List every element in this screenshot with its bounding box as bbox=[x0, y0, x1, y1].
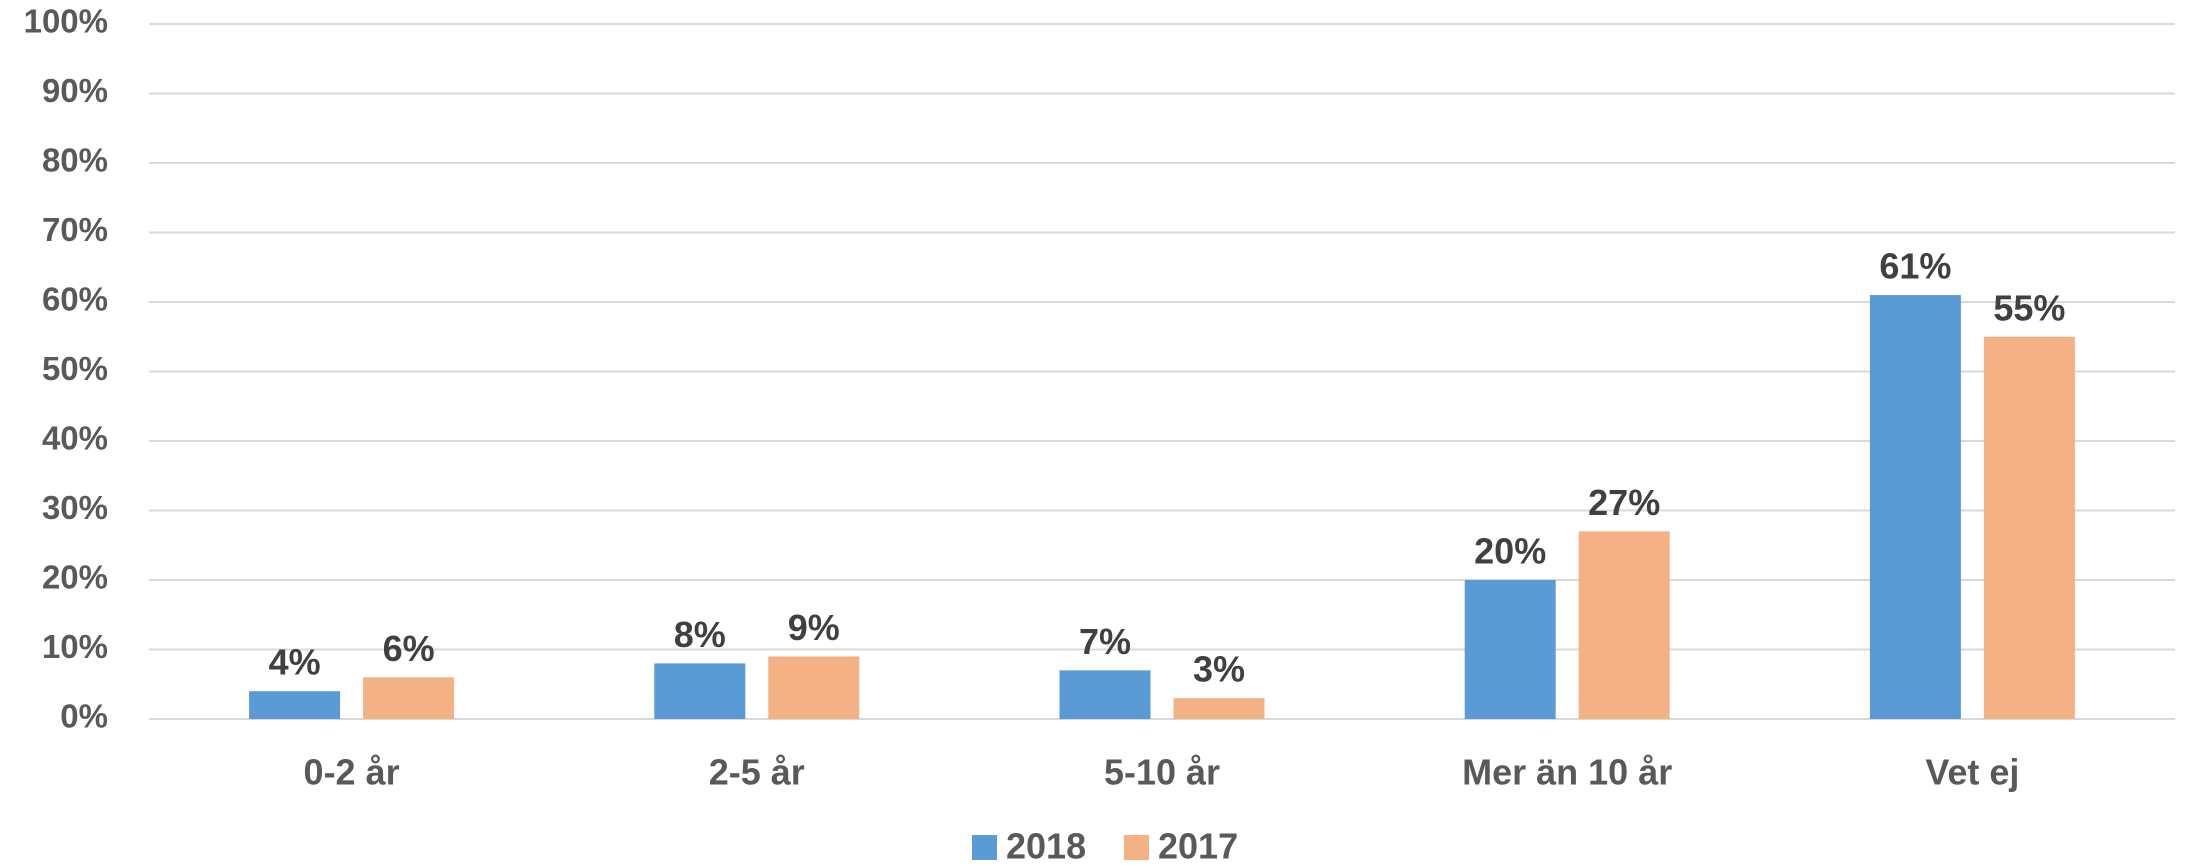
legend-label: 2018 bbox=[1006, 826, 1086, 866]
y-tick-label: 70% bbox=[42, 211, 108, 248]
bar bbox=[1173, 698, 1265, 719]
bar bbox=[363, 677, 455, 719]
y-tick-label: 0% bbox=[60, 698, 108, 735]
bar bbox=[1578, 531, 1670, 719]
data-label: 9% bbox=[788, 607, 840, 648]
y-tick-label: 40% bbox=[42, 420, 108, 457]
data-label: 4% bbox=[269, 642, 321, 683]
x-tick-label: 2-5 år bbox=[709, 752, 805, 793]
x-tick-label: 5-10 år bbox=[1104, 752, 1220, 793]
data-label: 20% bbox=[1474, 531, 1546, 572]
data-label: 8% bbox=[674, 614, 726, 655]
y-tick-label: 20% bbox=[42, 559, 108, 596]
data-label: 7% bbox=[1079, 621, 1131, 662]
bar bbox=[1983, 336, 2075, 719]
y-tick-label: 10% bbox=[42, 628, 108, 665]
bar bbox=[1869, 295, 1961, 719]
bar bbox=[654, 663, 746, 719]
bar bbox=[1059, 670, 1151, 719]
data-label: 6% bbox=[383, 628, 435, 669]
y-tick-label: 60% bbox=[42, 281, 108, 318]
y-tick-label: 90% bbox=[42, 72, 108, 109]
x-tick-label: 0-2 år bbox=[304, 752, 400, 793]
x-tick-label: Mer än 10 år bbox=[1462, 752, 1672, 793]
bar bbox=[249, 691, 341, 719]
legend-label: 2017 bbox=[1158, 826, 1238, 866]
y-tick-label: 50% bbox=[42, 350, 108, 387]
x-tick-label: Vet ej bbox=[1925, 752, 2019, 793]
y-tick-label: 30% bbox=[42, 489, 108, 526]
data-label: 27% bbox=[1588, 482, 1660, 523]
y-tick-label: 80% bbox=[42, 142, 108, 179]
data-label: 61% bbox=[1879, 246, 1951, 287]
data-label: 55% bbox=[1993, 287, 2065, 328]
data-label: 3% bbox=[1193, 649, 1245, 690]
bar bbox=[1464, 580, 1556, 719]
legend-swatch bbox=[1124, 835, 1149, 860]
legend-swatch bbox=[972, 835, 997, 860]
y-tick-label: 100% bbox=[24, 3, 108, 40]
bar bbox=[768, 656, 860, 719]
